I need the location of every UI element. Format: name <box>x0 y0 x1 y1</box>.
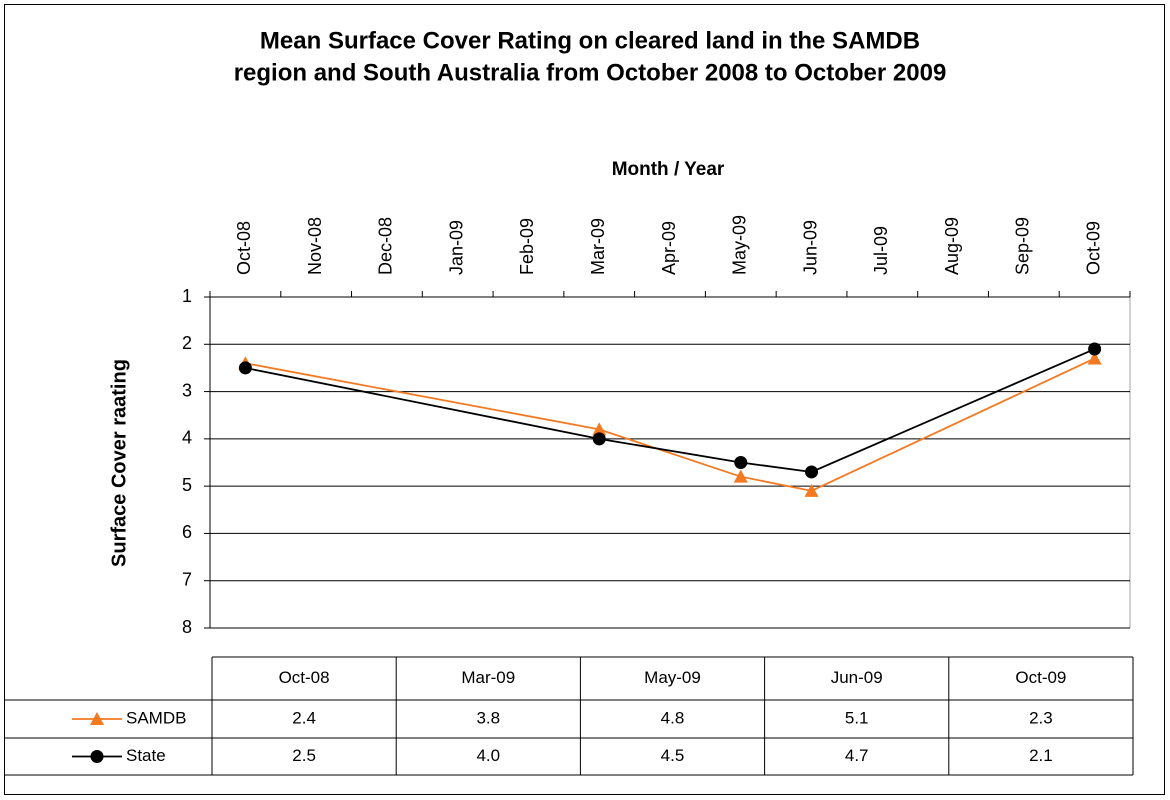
table-value: 2.1 <box>1029 746 1053 765</box>
data-point <box>804 483 819 497</box>
x-tick-label: Jan-09 <box>446 220 466 275</box>
x-tick-label: Aug-09 <box>942 217 962 275</box>
table-header: Oct-08 <box>279 668 330 687</box>
data-point <box>238 361 252 375</box>
y-tick-label: 3 <box>182 380 192 400</box>
x-tick-label: Sep-09 <box>1013 217 1033 275</box>
chart-frame <box>4 4 1165 795</box>
y-tick-label: 4 <box>182 428 192 448</box>
x-tick-label: Apr-09 <box>659 221 679 275</box>
table-value: 4.8 <box>661 708 685 727</box>
legend-marker <box>90 712 104 725</box>
table-value: 2.4 <box>292 708 316 727</box>
x-tick-label: Jul-09 <box>871 226 891 275</box>
y-tick-label: 8 <box>182 617 192 637</box>
table-value: 4.7 <box>845 746 869 765</box>
data-point <box>1088 342 1102 356</box>
y-tick-label: 1 <box>182 286 192 306</box>
y-tick-label: 5 <box>182 475 192 495</box>
x-tick-label: Oct-09 <box>1083 221 1103 275</box>
chart-title: Mean Surface Cover Rating on cleared lan… <box>260 27 920 54</box>
table-value: 2.3 <box>1029 708 1053 727</box>
chart-title: region and South Australia from October … <box>234 59 947 86</box>
table-header: Jun-09 <box>831 668 883 687</box>
data-point <box>805 465 819 479</box>
data-point <box>592 432 606 446</box>
data-point <box>733 469 748 483</box>
x-tick-label: May-09 <box>730 215 750 275</box>
y-tick-label: 2 <box>182 333 192 353</box>
x-tick-label: Mar-09 <box>588 218 608 275</box>
data-point <box>592 422 607 436</box>
legend-label: State <box>126 746 166 765</box>
legend-marker <box>90 750 104 763</box>
table-header: May-09 <box>644 668 701 687</box>
data-point <box>734 456 748 469</box>
y-tick-label: 6 <box>182 522 192 542</box>
x-tick-label: Dec-08 <box>376 217 396 275</box>
y-tick-label: 7 <box>182 569 192 589</box>
table-value: 2.5 <box>292 746 316 765</box>
data-point <box>1087 351 1102 365</box>
table-value: 4.0 <box>476 746 500 765</box>
x-axis-label: Month / Year <box>612 159 725 180</box>
x-tick-label: Jun-09 <box>800 220 820 275</box>
legend-label: SAMDB <box>126 708 186 727</box>
table-header: Oct-09 <box>1015 668 1066 687</box>
table-header: Mar-09 <box>461 668 515 687</box>
table-value: 4.5 <box>661 746 685 765</box>
table-value: 5.1 <box>845 708 869 727</box>
x-tick-label: Oct-08 <box>234 221 254 275</box>
x-tick-label: Nov-08 <box>305 217 325 275</box>
y-axis-label: Surface Cover raating <box>108 359 130 567</box>
table-value: 3.8 <box>476 708 500 727</box>
x-tick-label: Feb-09 <box>517 218 537 275</box>
